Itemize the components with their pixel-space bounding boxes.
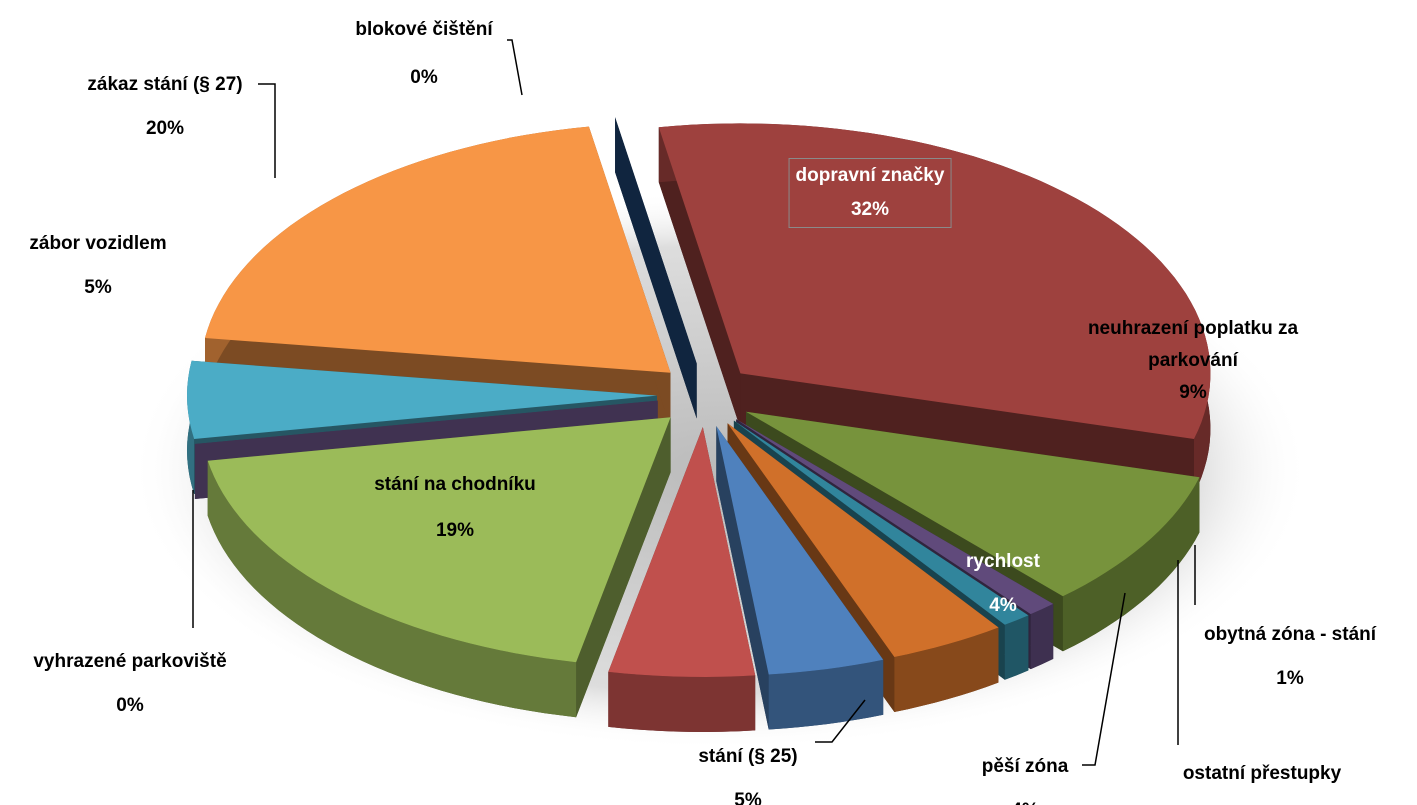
- slice-wall: [615, 117, 697, 419]
- data-label: obytná zóna - stání 1%: [1204, 613, 1376, 701]
- category-label: pěší zóna: [981, 756, 1069, 777]
- data-label: zábor vozidlem 5%: [29, 222, 166, 310]
- slice-side: [608, 671, 756, 732]
- leader-lines: [192, 39, 1196, 766]
- category-label: neuhrazení poplatku za parkování: [1087, 318, 1299, 371]
- category-label: dopravní značky: [795, 165, 945, 186]
- category-label: rychlost: [966, 551, 1040, 572]
- data-label: ostatní přestupky 1%: [1183, 752, 1341, 805]
- slice: [207, 417, 671, 663]
- data-label: vyhrazené parkoviště 0%: [33, 640, 226, 728]
- slice-side: [1062, 477, 1200, 652]
- leader-line: [258, 83, 276, 178]
- slice: [205, 126, 671, 373]
- data-label: stání na chodníku 19%: [374, 462, 536, 554]
- slice: [716, 426, 884, 675]
- category-label: blokové čištění: [355, 19, 493, 40]
- data-label: zákaz stání (§ 27) 20%: [87, 63, 242, 151]
- slice-side: [207, 460, 577, 718]
- category-label: stání na chodníku: [374, 474, 536, 495]
- slice: [727, 423, 999, 657]
- slice: [194, 400, 658, 444]
- data-label: blokové čištění 0%: [355, 6, 492, 102]
- category-label: vyhrazené parkoviště: [33, 651, 227, 672]
- value-label: 19%: [435, 520, 475, 541]
- value-label: 20%: [145, 118, 185, 139]
- slice-wall: [716, 426, 769, 730]
- slice: [746, 411, 1200, 597]
- slice: [658, 123, 1211, 440]
- value-label: 1%: [1276, 668, 1304, 689]
- slice: [736, 419, 1054, 615]
- slice-wall: [576, 417, 671, 718]
- value-label: 5%: [84, 277, 112, 298]
- category-label: zákaz stání (§ 27): [87, 74, 243, 95]
- slice: [608, 427, 756, 677]
- slice-side: [1004, 615, 1029, 680]
- data-label: rychlost 4%: [966, 540, 1040, 628]
- value-label: 4%: [989, 595, 1017, 616]
- value-label: 1%: [1183, 796, 1341, 805]
- data-label: dopravní značky 32%: [788, 158, 952, 228]
- category-label: zábor vozidlem: [29, 233, 167, 254]
- slices: [187, 117, 1211, 732]
- slice-side: [894, 627, 999, 712]
- leader-line: [507, 39, 523, 96]
- slice: [187, 360, 657, 439]
- data-label: neuhrazení poplatku za parkování 9%: [1068, 313, 1318, 409]
- category-label: stání (§ 25): [698, 746, 798, 767]
- data-label: pěší zóna 4%: [982, 745, 1069, 805]
- category-label: obytná zóna - stání: [1203, 624, 1377, 645]
- value-label: 9%: [1179, 382, 1207, 403]
- slice-side: [1030, 603, 1054, 670]
- data-label: stání (§ 25) 5%: [698, 735, 797, 805]
- leader-line: [815, 699, 866, 743]
- slice-wall: [658, 127, 741, 429]
- value-label: 0%: [116, 695, 144, 716]
- value-label: 32%: [850, 199, 890, 220]
- value-label: 4%: [982, 789, 1069, 805]
- value-label: 5%: [734, 790, 762, 805]
- leader-line: [1082, 592, 1126, 766]
- slice: [733, 420, 1029, 625]
- value-label: 0%: [410, 67, 438, 88]
- category-label: ostatní přestupky: [1182, 763, 1342, 784]
